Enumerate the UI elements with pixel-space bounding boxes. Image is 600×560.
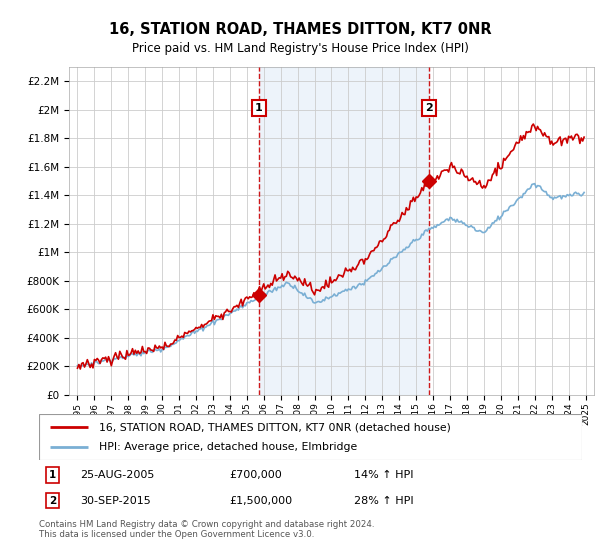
Text: 25-AUG-2005: 25-AUG-2005	[80, 470, 154, 480]
Text: £1,500,000: £1,500,000	[229, 496, 292, 506]
Bar	[259, 67, 429, 395]
Text: 2: 2	[425, 103, 433, 113]
Text: 16, STATION ROAD, THAMES DITTON, KT7 0NR: 16, STATION ROAD, THAMES DITTON, KT7 0NR	[109, 22, 491, 36]
Text: 30-SEP-2015: 30-SEP-2015	[80, 496, 151, 506]
Text: 1: 1	[255, 103, 263, 113]
Text: 28% ↑ HPI: 28% ↑ HPI	[354, 496, 413, 506]
Text: 2: 2	[49, 496, 56, 506]
Text: 14% ↑ HPI: 14% ↑ HPI	[354, 470, 413, 480]
Text: 1: 1	[49, 470, 56, 480]
Text: HPI: Average price, detached house, Elmbridge: HPI: Average price, detached house, Elmb…	[99, 442, 357, 452]
Text: £700,000: £700,000	[229, 470, 282, 480]
Text: 16, STATION ROAD, THAMES DITTON, KT7 0NR (detached house): 16, STATION ROAD, THAMES DITTON, KT7 0NR…	[99, 422, 451, 432]
Text: Contains HM Land Registry data © Crown copyright and database right 2024.
This d: Contains HM Land Registry data © Crown c…	[39, 520, 374, 539]
Text: Price paid vs. HM Land Registry's House Price Index (HPI): Price paid vs. HM Land Registry's House …	[131, 42, 469, 55]
